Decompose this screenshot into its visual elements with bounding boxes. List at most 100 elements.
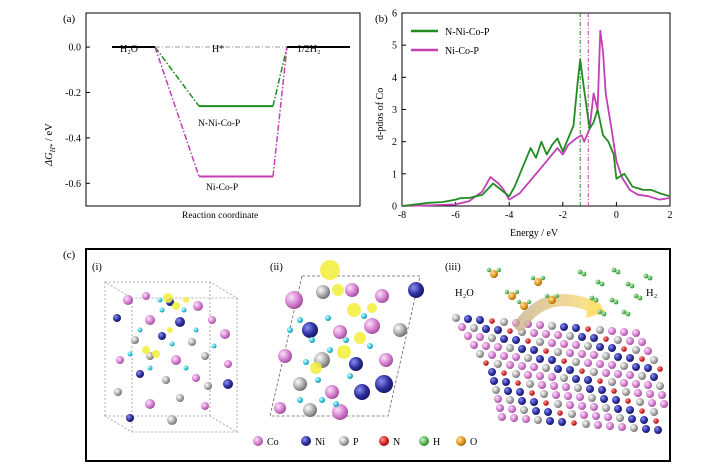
atom-n [571,420,577,426]
atom-co [606,422,614,430]
charge-density-lobe [347,303,361,317]
atom-n-cyan [297,317,303,323]
atom-co [564,392,572,400]
atom-co [632,380,640,388]
atom-ni [626,406,634,414]
atom-co [562,383,570,391]
atom-p [176,394,184,402]
molecule-h2-atom [581,271,587,277]
panel-a-plot-area [112,46,350,178]
atom-p [650,356,658,364]
atom-n-cyan [137,327,143,333]
a-y-tick-label: -0.6 [65,179,81,190]
atom-co [496,404,504,412]
atom-co [550,382,558,390]
atom-co [634,389,642,397]
atom-co [644,381,652,389]
atom-ni [113,314,121,322]
atom-co [145,315,155,325]
atom-n [529,390,535,396]
atom-ni [600,395,608,403]
atom-p [614,336,622,344]
charge-density-lobe [167,327,173,333]
y-title-main: ΔG [44,152,55,167]
atom-p [616,414,624,422]
atom-co [488,351,496,359]
molecule-h2-atom [625,311,631,317]
atom-co [524,371,532,379]
atom-ni [590,334,598,342]
atom-ni [614,353,622,361]
legend-label-co: Co [267,437,279,448]
molecule-h2-atom [599,281,605,287]
atom-co [620,328,628,336]
atom-p [488,334,496,342]
panel-b-axes: -8 -6 -4 -2 0 2 0 1 2 3 4 5 6 [392,9,673,222]
molecule-h2-atom [577,269,583,275]
atom-ni [650,373,658,381]
a-connector-1-right [272,46,288,177]
charge-density-lobe [332,284,344,296]
atom-co [142,292,150,300]
atom-co [220,329,230,339]
atom-co [458,323,466,331]
legend-marker-p [339,436,349,446]
atom-co [604,413,612,421]
molecule-h2o-hydrogen [486,267,492,273]
atom-co [325,385,339,399]
atom-co [476,333,484,341]
atom-p [114,388,122,396]
charge-density-lobe [320,260,340,280]
atom-co [498,413,506,421]
molecule-h2-atom [615,269,621,275]
atom-n-cyan [287,327,293,333]
molecule-h2-atom [629,283,635,289]
atom-co [274,402,286,414]
atom-n-cyan [169,341,175,347]
b-series-line-0 [401,58,671,207]
molecule-h2o-hydrogen [514,289,520,295]
atom-n [603,336,609,342]
atom-n [597,378,603,384]
atom-ni [566,366,574,374]
molecule-h2-atom [647,275,653,281]
charge-density-lobe [183,297,189,303]
atom-p [554,348,562,356]
atom-co [542,330,550,338]
atom-co [566,349,574,357]
atom-co [592,412,600,420]
legend-label-n: N [393,437,400,448]
atom-co [608,361,616,369]
atom-p [393,323,407,337]
atom-co [632,329,640,337]
atom-n [579,368,585,374]
panel-b-x-axis-title: Energy / eV [510,228,559,239]
atom-p [542,364,550,372]
charge-density-lobe [152,350,160,358]
molecule-h2-atom [643,273,649,279]
atom-ni [504,387,512,395]
atom-n-cyan [343,337,349,343]
atom-ni [512,336,520,344]
atom-n-cyan [303,359,309,365]
atom-ni [494,326,502,334]
atom-ni [544,408,552,416]
structure-iii-slab [452,314,668,434]
atom-p [476,350,484,358]
atom-p [588,394,596,402]
atom-co [538,381,546,389]
atom-p [574,384,582,392]
b-y-tick-label: 0 [392,202,397,213]
b-x-tick-label: -2 [559,210,567,221]
atom-co [278,349,292,363]
atom-co [364,318,380,334]
atom-co [618,423,626,431]
atom-p [201,352,209,360]
atom-co [512,353,520,361]
atom-ni [596,343,604,351]
b-x-tick-label: 0 [614,210,619,221]
product-label-h2: H₂ [646,288,658,299]
panel-b-pdos-chart: (b) -8 -6 -4 -2 0 2 0 1 2 3 4 5 6 Energy / eV d-pdos… [375,9,673,240]
charge-density-lobe [354,332,366,344]
atom-co [379,353,393,367]
